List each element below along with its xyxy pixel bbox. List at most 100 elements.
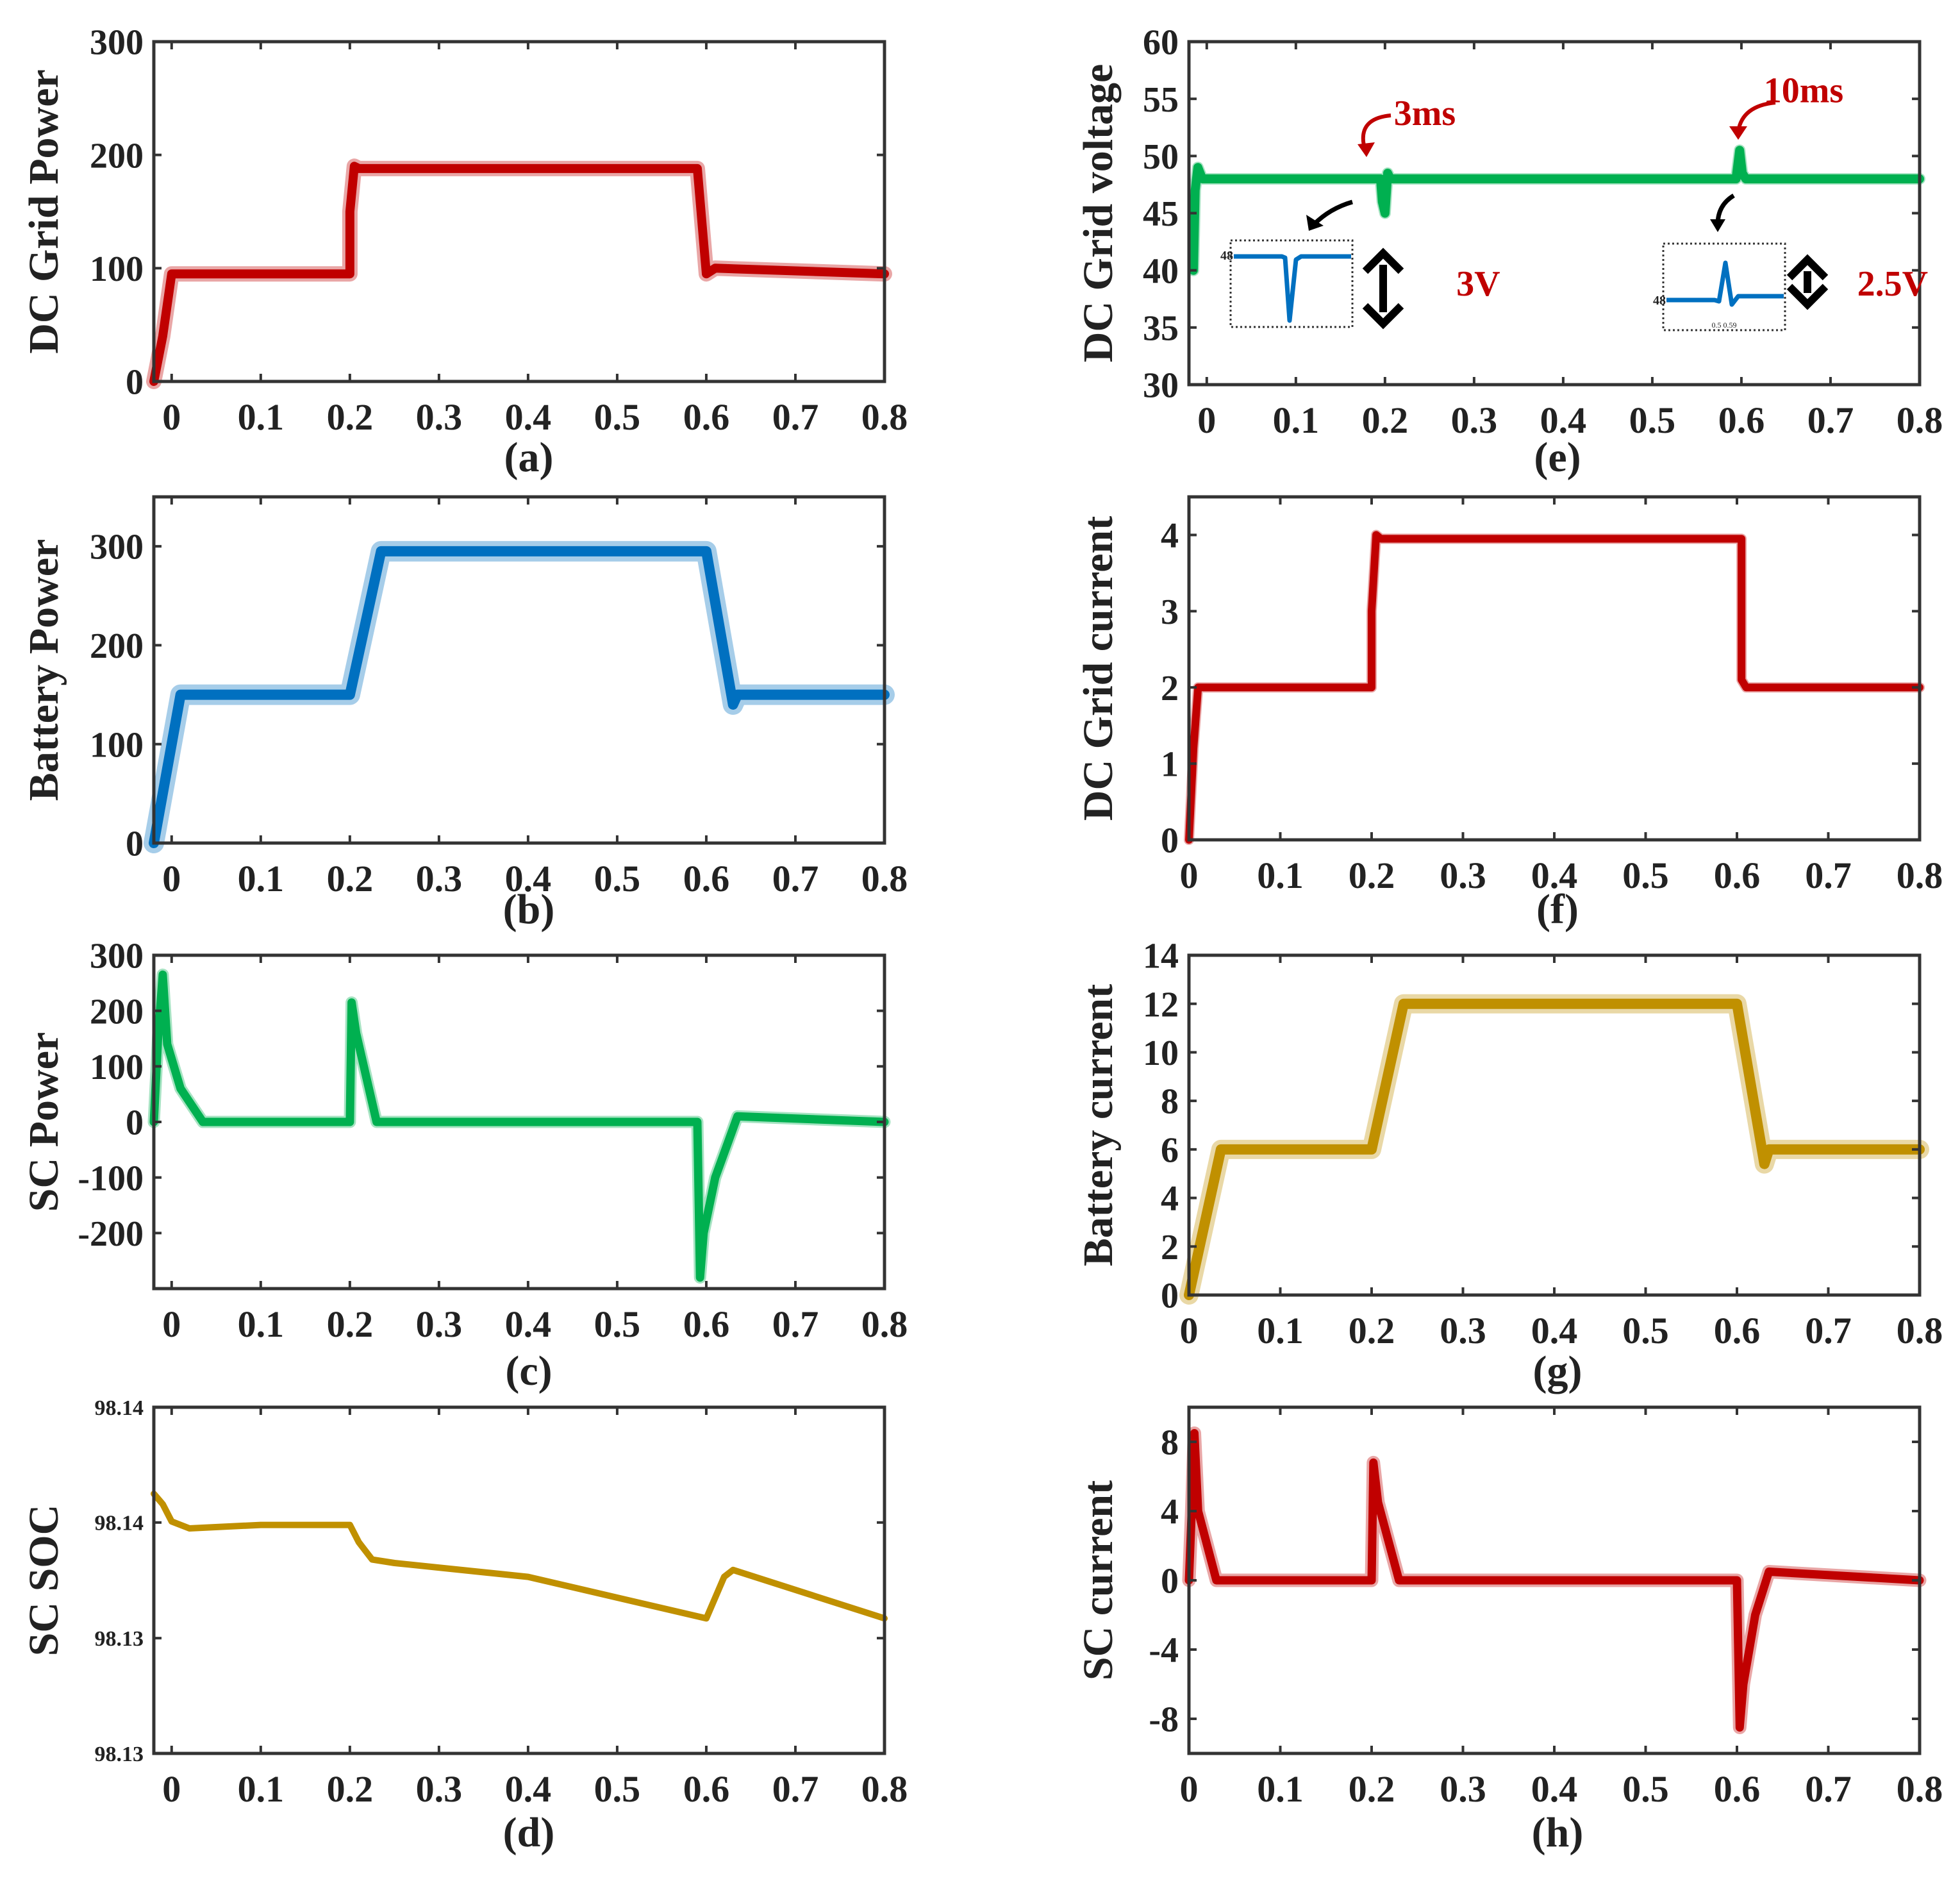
arrow-to-inset-1 (1312, 199, 1353, 226)
y-tick-label: 100 (90, 725, 144, 765)
caption-f: (f) (1536, 886, 1579, 933)
annotation-3v: 3V (1456, 264, 1500, 304)
x-tick-label: 0.2 (1349, 855, 1395, 896)
x-tick-label: 0.4 (1540, 399, 1587, 441)
x-tick-label: 0.3 (1451, 399, 1498, 441)
arrowhead-10ms (1729, 126, 1747, 140)
x-tick-label: 0.7 (1805, 1768, 1852, 1810)
annotation-2-5v: 2.5V (1857, 264, 1928, 304)
x-tick-label: 0.7 (772, 396, 819, 438)
caption-c: (c) (505, 1348, 552, 1394)
x-tick-label: 0.1 (1273, 399, 1320, 441)
y-tick-label: -4 (1149, 1631, 1179, 1671)
magnitude-arrowhead-top (1786, 254, 1829, 281)
x-tick-label: 0.4 (1531, 1768, 1578, 1810)
series-line-e (1189, 146, 1924, 275)
x-tick-label: 0.2 (327, 1768, 374, 1810)
x-tick-label: 0.1 (1257, 1310, 1304, 1351)
x-tick-label: 0.2 (1362, 399, 1409, 441)
y-tick-label: 98.14 (95, 1512, 144, 1535)
caption-e: (e) (1534, 434, 1581, 481)
arrowhead-inset-2 (1710, 219, 1725, 232)
y-tick-label: 12 (1143, 985, 1179, 1024)
axes-frame-f (1187, 495, 1922, 842)
x-tick-label: 0.2 (327, 1303, 374, 1345)
y-tick-label: 8 (1161, 1082, 1179, 1122)
chart-g: 0 0.1 0.2 0.3 0.4 0.5 0.6 0.7 0.8 0 2 4 6 8 10 12 14 Batt… (1075, 937, 1943, 1394)
y-tick-label: 200 (90, 626, 144, 666)
arrowhead-3ms (1358, 142, 1375, 157)
y-axis-label-b: Battery Power (21, 539, 67, 801)
x-tick-label: 0.6 (1718, 399, 1765, 441)
series-line-g (1184, 998, 1925, 1300)
x-tick-label: 0.4 (505, 1303, 552, 1345)
x-tick-label: 0.4 (505, 1768, 552, 1810)
y-tick-label: 45 (1143, 194, 1179, 234)
y-tick-label: 2 (1161, 669, 1179, 708)
x-tick-label: 0.3 (416, 396, 463, 438)
chart-f: 0 0.1 0.2 0.3 0.4 0.5 0.6 0.7 0.8 0 1 2 3 4 DC Grid cu… (1075, 495, 1943, 933)
x-tick-label: 0.5 (1622, 1768, 1669, 1810)
x-tick-label: 0.1 (1257, 855, 1304, 896)
y-axis-label-f: DC Grid current (1075, 516, 1122, 821)
x-tick-label: 0.3 (416, 1303, 463, 1345)
inset-2-frame (1662, 242, 1786, 331)
x-tick-label: 0.7 (772, 858, 819, 899)
x-tick-label: 0.8 (861, 1303, 908, 1345)
x-tick-label: 0.4 (1531, 1310, 1578, 1351)
x-tick-label: 0.7 (1807, 399, 1854, 441)
series-line-f (1185, 531, 1923, 844)
series-line-h (1184, 1429, 1924, 1732)
inset-1-label: 48 (1220, 249, 1233, 263)
x-tick-label: 0.8 (1897, 855, 1943, 896)
series-line-b (149, 546, 890, 848)
y-tick-label: 0 (126, 363, 144, 403)
x-tick-label: 0 (1197, 399, 1216, 441)
x-tick-label: 0.3 (416, 858, 463, 899)
y-tick-label: -8 (1149, 1700, 1179, 1740)
series-line-d (151, 1491, 888, 1622)
x-tick-label: 0 (162, 396, 181, 438)
x-tick-label: 0.6 (683, 1768, 730, 1810)
inset-2-label: 48 (1653, 294, 1666, 308)
series-line-c (149, 970, 889, 1282)
x-tick-label: 0.6 (683, 1303, 730, 1345)
y-tick-label: 35 (1143, 308, 1179, 348)
y-tick-label: 98.13 (95, 1743, 144, 1766)
x-tick-label: 0.3 (1440, 1310, 1486, 1351)
y-tick-label: 30 (1143, 366, 1179, 406)
y-tick-label: 300 (90, 937, 144, 976)
x-tick-label: 0.4 (505, 858, 552, 899)
magnitude-arrowhead-top (1362, 247, 1404, 274)
chart-d: 0 0.1 0.2 0.3 0.4 0.5 0.6 0.7 0.8 98.13 98.13 98.14… (21, 1396, 908, 1856)
y-tick-label: 0 (126, 824, 144, 864)
inset-2-trace (1666, 260, 1784, 307)
inset-2: 48 0.5 0.59 (1653, 242, 1786, 331)
magnitude-arrowhead-bottom (1362, 303, 1404, 330)
x-tick-label: 0.5 (1622, 855, 1669, 896)
y-tick-label: 6 (1161, 1130, 1179, 1170)
x-tick-label: 0.8 (861, 858, 908, 899)
x-tick-label: 0.5 (594, 1303, 641, 1345)
x-tick-label: 0.2 (327, 396, 374, 438)
x-tick-label: 0.8 (861, 1768, 908, 1810)
caption-g: (g) (1533, 1348, 1582, 1394)
y-tick-label: 2 (1161, 1228, 1179, 1267)
x-tick-label: 0.8 (1897, 1768, 1943, 1810)
x-tick-label: 0.6 (683, 396, 730, 438)
chart-b: 0 0.1 0.2 0.3 0.4 0.5 0.6 0.7 0.8 0 100 200 300 Batte… (21, 495, 908, 933)
y-axis-label-d: SC SOC (21, 1505, 67, 1657)
annotation-3ms: 3ms (1394, 94, 1456, 133)
magnitude-arrowhead-bottom (1786, 283, 1829, 310)
y-tick-label: 300 (90, 23, 144, 63)
x-tick-label: 0.6 (1714, 855, 1761, 896)
y-tick-label: 200 (90, 992, 144, 1032)
x-tick-label: 0.5 (594, 858, 641, 899)
x-tick-label: 0.1 (238, 396, 285, 438)
x-tick-label: 0 (1180, 855, 1199, 896)
x-tick-label: 0.5 (1622, 1310, 1669, 1351)
y-tick-label: 300 (90, 528, 144, 567)
caption-d: (d) (503, 1809, 555, 1856)
inset-2-xlabel: 0.5 0.59 (1712, 321, 1737, 330)
